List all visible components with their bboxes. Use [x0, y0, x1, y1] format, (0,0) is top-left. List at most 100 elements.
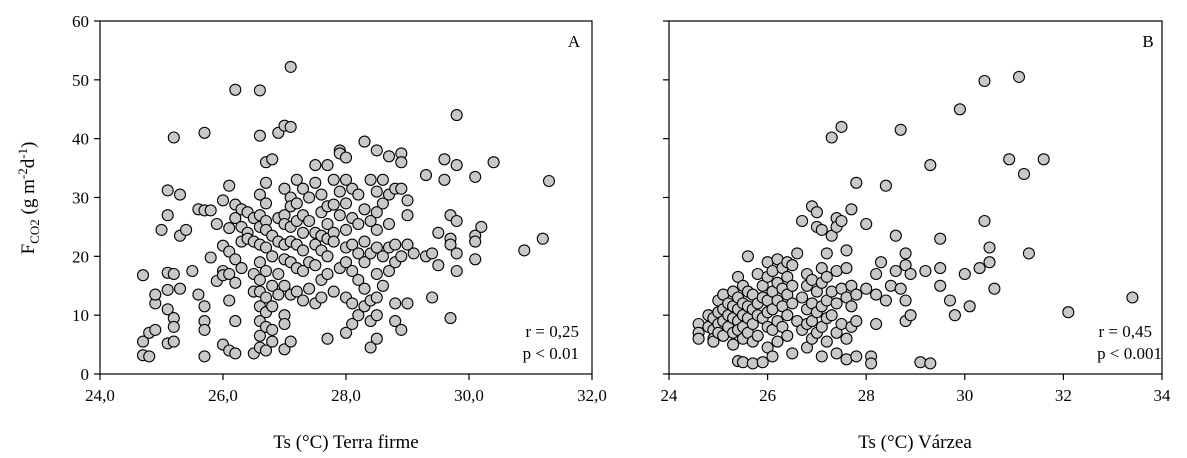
panel-a-data-point: [370, 144, 383, 157]
panel-a-data-point: [161, 303, 174, 316]
panel-b-data-point: [879, 179, 892, 192]
panel-a-data-point: [290, 285, 303, 298]
panel-a-data-point: [395, 156, 408, 169]
panel-a-data-point: [296, 294, 310, 307]
panel-a-data-point: [346, 317, 359, 331]
panel-b-data-point: [934, 279, 947, 292]
panel-a-data-point: [487, 156, 500, 169]
panel-b-data-point: [825, 309, 838, 322]
panel-b-data-point: [820, 270, 833, 283]
panel-b-data-point: [845, 203, 858, 216]
panel-a-data-point: [303, 214, 316, 228]
panel-a-data-point: [229, 347, 242, 360]
panel-a-data-point: [204, 251, 217, 264]
panel-a-data-point: [352, 188, 365, 201]
panel-b-data-point: [786, 347, 799, 360]
panel-b-r-value: r = 0,45: [1099, 322, 1153, 341]
panel-a-x-tick-label: 24,0: [85, 386, 115, 405]
panel-a-data-point: [352, 247, 365, 260]
panel-a-data-point: [376, 173, 389, 186]
panel-a-data-point: [339, 173, 353, 186]
panel-b-data-point: [983, 256, 996, 269]
panel-a-data-point: [426, 247, 439, 260]
panel-a-data-point: [259, 197, 273, 210]
panel-b-data-point: [850, 350, 863, 363]
panel-a-data-point: [161, 209, 174, 222]
panel-b-data-point: [1022, 247, 1035, 260]
panel-a-y-tick-label: 60: [72, 12, 89, 31]
panel-a-data-point: [321, 267, 334, 281]
panel-a-data-point: [229, 253, 242, 266]
panel-a-data-point: [401, 194, 414, 207]
panel-b-p-value: p < 0.001: [1097, 344, 1162, 363]
panel-a-data-point: [401, 238, 414, 251]
y-axis-label: FCO2 (g m-2d-1): [15, 142, 42, 255]
panel-a-data-point: [259, 344, 273, 357]
panel-b-data-point: [1037, 153, 1050, 166]
panel-a-data-point: [266, 153, 279, 166]
panel-b-data-point: [781, 329, 794, 342]
panel-a-data-point: [180, 223, 193, 236]
panel-b-data-point: [924, 357, 937, 370]
panel-a-data-point: [358, 135, 371, 148]
panel-b-data-point: [958, 267, 971, 281]
panel-a-data-point: [235, 262, 248, 275]
panel-a-data-point: [432, 259, 445, 272]
panel-b-data-point: [934, 232, 947, 245]
panel-a-data-point: [370, 309, 383, 322]
panel-a-x-tick-label: 30,0: [454, 386, 484, 405]
panel-a-points: [136, 60, 556, 363]
panel-b-data-point: [820, 335, 833, 348]
panel-b-data-point: [830, 264, 843, 278]
panel-a-y-tick-label: 10: [72, 306, 89, 325]
panel-a-p-value: p < 0.01: [523, 344, 579, 363]
panel-b-x-tick-label: 34: [1154, 386, 1172, 405]
panel-a-y-tick-label: 0: [81, 365, 90, 384]
panel-a-data-point: [223, 179, 236, 192]
panel-b-points: [692, 70, 1139, 370]
panel-a-data-point: [444, 312, 457, 325]
panel-a-data-point: [358, 203, 371, 216]
panel-a-data-point: [327, 198, 340, 211]
y-axis-label-unit-close: ): [18, 142, 39, 148]
panel-a-data-point: [186, 264, 199, 278]
panel-b-data-point: [815, 350, 828, 363]
panel-b-data-point: [1017, 167, 1031, 181]
panel-a-data-point: [395, 182, 408, 195]
panel-a-data-point: [321, 332, 334, 345]
y-axis-label-sup1: -2: [15, 168, 30, 179]
panel-b-data-point: [756, 356, 769, 369]
panel-a-x-tick-label: 28,0: [331, 386, 361, 405]
panel-a-data-point: [469, 235, 482, 248]
panel-b-data-point: [879, 294, 892, 307]
panel-a-data-point: [296, 226, 310, 239]
panel-a-data-point: [407, 247, 420, 260]
panel-a-data-point: [284, 335, 297, 348]
panel-a-data-point: [364, 214, 377, 228]
panel-b-scatter: 24 26 28 30 32 34 B r = 0,45 p < 0.001 Ts (°C…: [661, 20, 1172, 453]
panel-b-data-point: [835, 317, 848, 331]
panel-a-data-point: [136, 269, 150, 282]
panel-b-x-tick-label: 30: [956, 386, 973, 405]
y-axis-label-unit-open: (g m: [18, 179, 39, 219]
panel-b-x-tick-label: 26: [759, 386, 776, 405]
panel-a-data-point: [136, 335, 150, 348]
panel-a-y-tick-label: 50: [72, 71, 89, 90]
panel-a-data-point: [333, 185, 346, 198]
panel-a-data-point: [173, 282, 187, 295]
panel-b-data-point: [815, 223, 828, 236]
panel-b-data-point: [727, 338, 740, 351]
panel-a-r-value: r = 0,25: [526, 322, 580, 341]
panel-a-data-point: [370, 291, 383, 304]
panel-a-data-point: [167, 131, 180, 144]
panel-b-data-point: [850, 176, 863, 189]
panel-a-data-point: [303, 282, 316, 295]
panel-a-data-point: [253, 273, 266, 286]
y-axis-label-sub: CO2: [27, 219, 42, 244]
panel-b-x-axis-label: Ts (°C) Várzea: [858, 432, 972, 453]
panel-a-data-point: [198, 350, 211, 363]
panel-a-data-point: [266, 335, 279, 348]
panel-a-data-point: [229, 212, 242, 225]
panel-b-data-point: [830, 347, 843, 360]
panel-a-data-point: [284, 120, 297, 133]
